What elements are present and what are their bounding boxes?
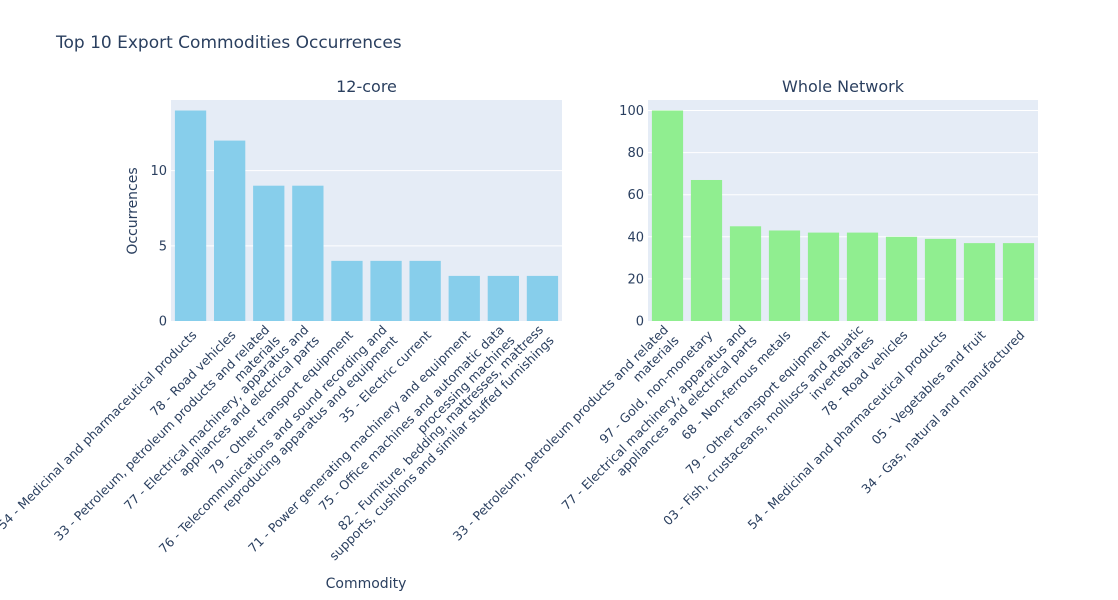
- y-tick-label: 20: [627, 272, 644, 287]
- bar: [331, 260, 363, 321]
- bar: [526, 275, 559, 321]
- bar: [487, 275, 519, 321]
- bar: [807, 232, 840, 321]
- bar: [448, 275, 480, 321]
- x-axis-title: Commodity: [326, 576, 407, 592]
- y-tick-label: 10: [150, 164, 167, 179]
- chart-title: Top 10 Export Commodities Occurrences: [56, 33, 402, 53]
- y-tick-label: 80: [627, 146, 644, 161]
- bar: [885, 236, 918, 321]
- bar: [174, 110, 207, 322]
- bar: [768, 230, 801, 321]
- bar: [409, 260, 441, 321]
- bar: [214, 140, 246, 321]
- y-tick-label: 100: [619, 104, 644, 119]
- y-tick-label: 5: [159, 239, 167, 254]
- y-tick-label: 0: [636, 315, 644, 330]
- bar: [370, 260, 402, 321]
- bar: [651, 110, 684, 322]
- bar: [292, 185, 324, 321]
- subplot-title: 12-core: [336, 77, 397, 96]
- y-tick-label: 0: [159, 315, 167, 330]
- y-tick-label: 60: [627, 188, 644, 203]
- y-axis-title: Occurrences: [125, 167, 141, 254]
- bar: [963, 243, 996, 321]
- bar: [846, 232, 879, 321]
- bar: [690, 179, 723, 321]
- subplot-title: Whole Network: [782, 77, 905, 96]
- bar: [924, 238, 957, 321]
- y-tick-label: 40: [627, 230, 644, 245]
- bar: [729, 226, 762, 321]
- bar: [253, 185, 285, 321]
- bar: [1002, 243, 1035, 321]
